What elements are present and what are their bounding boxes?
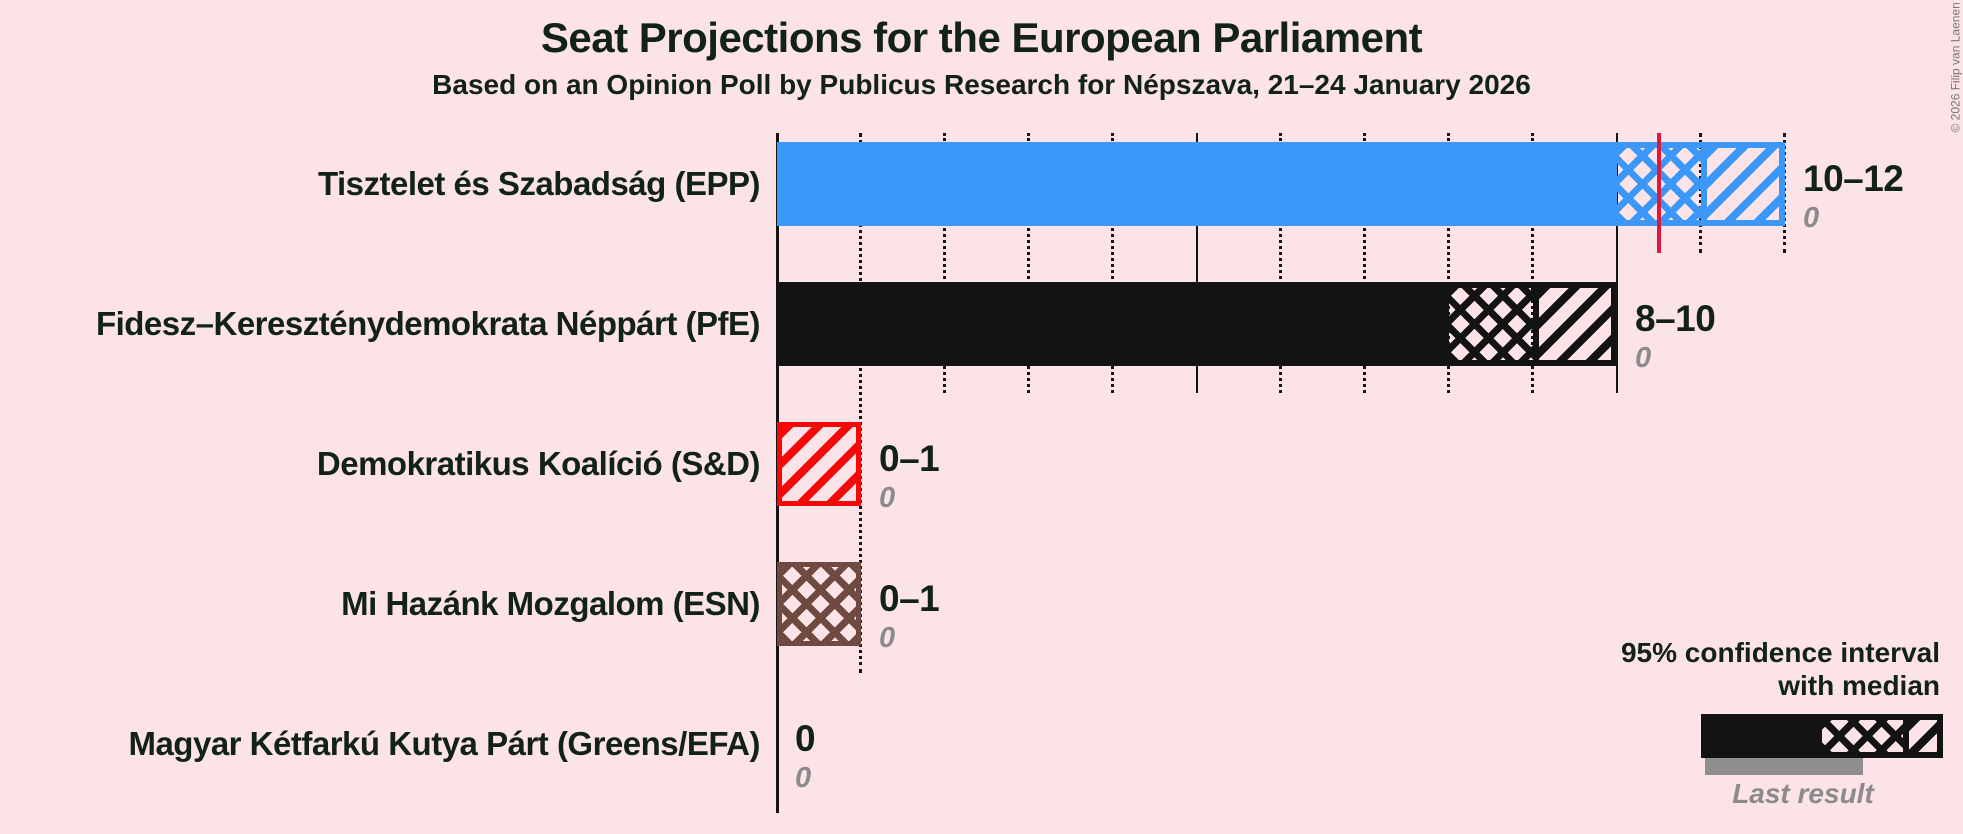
value-block: 8–10 0 <box>1635 297 1716 375</box>
value-block: 10–12 0 <box>1803 157 1904 235</box>
bar-segment-crosshatch <box>777 562 861 646</box>
bar-segment-crosshatch <box>1449 282 1533 366</box>
legend-ci-line2: with median <box>1778 670 1940 701</box>
ci-value-label: 10–12 <box>1803 158 1904 199</box>
major-gridline <box>1616 133 1618 393</box>
minor-gridline <box>1447 133 1450 393</box>
legend-ci-line1: 95% confidence interval <box>1620 637 1940 668</box>
party-label: Demokratikus Koalíció (S&D) <box>316 445 761 482</box>
legend-crosshatch-swatch <box>1822 714 1903 758</box>
minor-gridline <box>1111 133 1114 393</box>
bar-segment-diagonal <box>1533 282 1617 366</box>
last-result-value: 0 <box>1803 202 1820 234</box>
legend-solid-swatch <box>1701 714 1822 758</box>
value-block: 0–1 0 <box>879 577 940 655</box>
minor-gridline <box>1363 133 1366 393</box>
last-result-value: 0 <box>1635 342 1652 374</box>
bar-segment-solid <box>777 282 1449 366</box>
ci-value-label: 0 <box>795 718 816 759</box>
party-label: Mi Hazánk Mozgalom (ESN) <box>341 585 760 622</box>
ci-value-label: 8–10 <box>1635 298 1716 339</box>
copyright-note: © 2026 Filip van Laenen <box>1948 2 1963 133</box>
bar-segment-diagonal <box>777 422 861 506</box>
ci-value-label: 0–1 <box>879 438 940 479</box>
minor-gridline <box>1279 133 1282 393</box>
major-gridline <box>1196 133 1198 393</box>
value-block: 0–1 0 <box>879 437 940 515</box>
minor-gridline <box>1027 133 1030 393</box>
last-result-value: 0 <box>879 482 896 514</box>
last-result-value: 0 <box>795 762 812 794</box>
chart-subtitle: Based on an Opinion Poll by Publicus Res… <box>432 69 1531 100</box>
party-label: Fidesz–Kereszténydemokrata Néppárt (PfE) <box>95 305 761 342</box>
minor-gridline <box>859 133 862 673</box>
minor-gridline <box>1531 133 1534 393</box>
legend-ci-label: 95% confidence interval with median <box>1621 636 1940 702</box>
bar-segment-diagonal <box>1701 142 1785 226</box>
median-line <box>1657 133 1661 253</box>
last-result-value: 0 <box>879 622 896 654</box>
legend-diagonal-swatch <box>1903 714 1943 758</box>
minor-gridline <box>943 133 946 393</box>
legend-sample-bar <box>1701 714 1943 758</box>
legend-last-result-bar <box>1705 758 1863 775</box>
legend-last-result-label: Last result <box>1732 778 1874 809</box>
ci-value-label: 0–1 <box>879 578 940 619</box>
bar-segment-solid <box>777 142 1617 226</box>
chart-title: Seat Projections for the European Parlia… <box>540 14 1423 61</box>
party-label: Tisztelet és Szabadság (EPP) <box>317 165 761 202</box>
party-label: Magyar Kétfarkú Kutya Párt (Greens/EFA) <box>128 725 760 762</box>
